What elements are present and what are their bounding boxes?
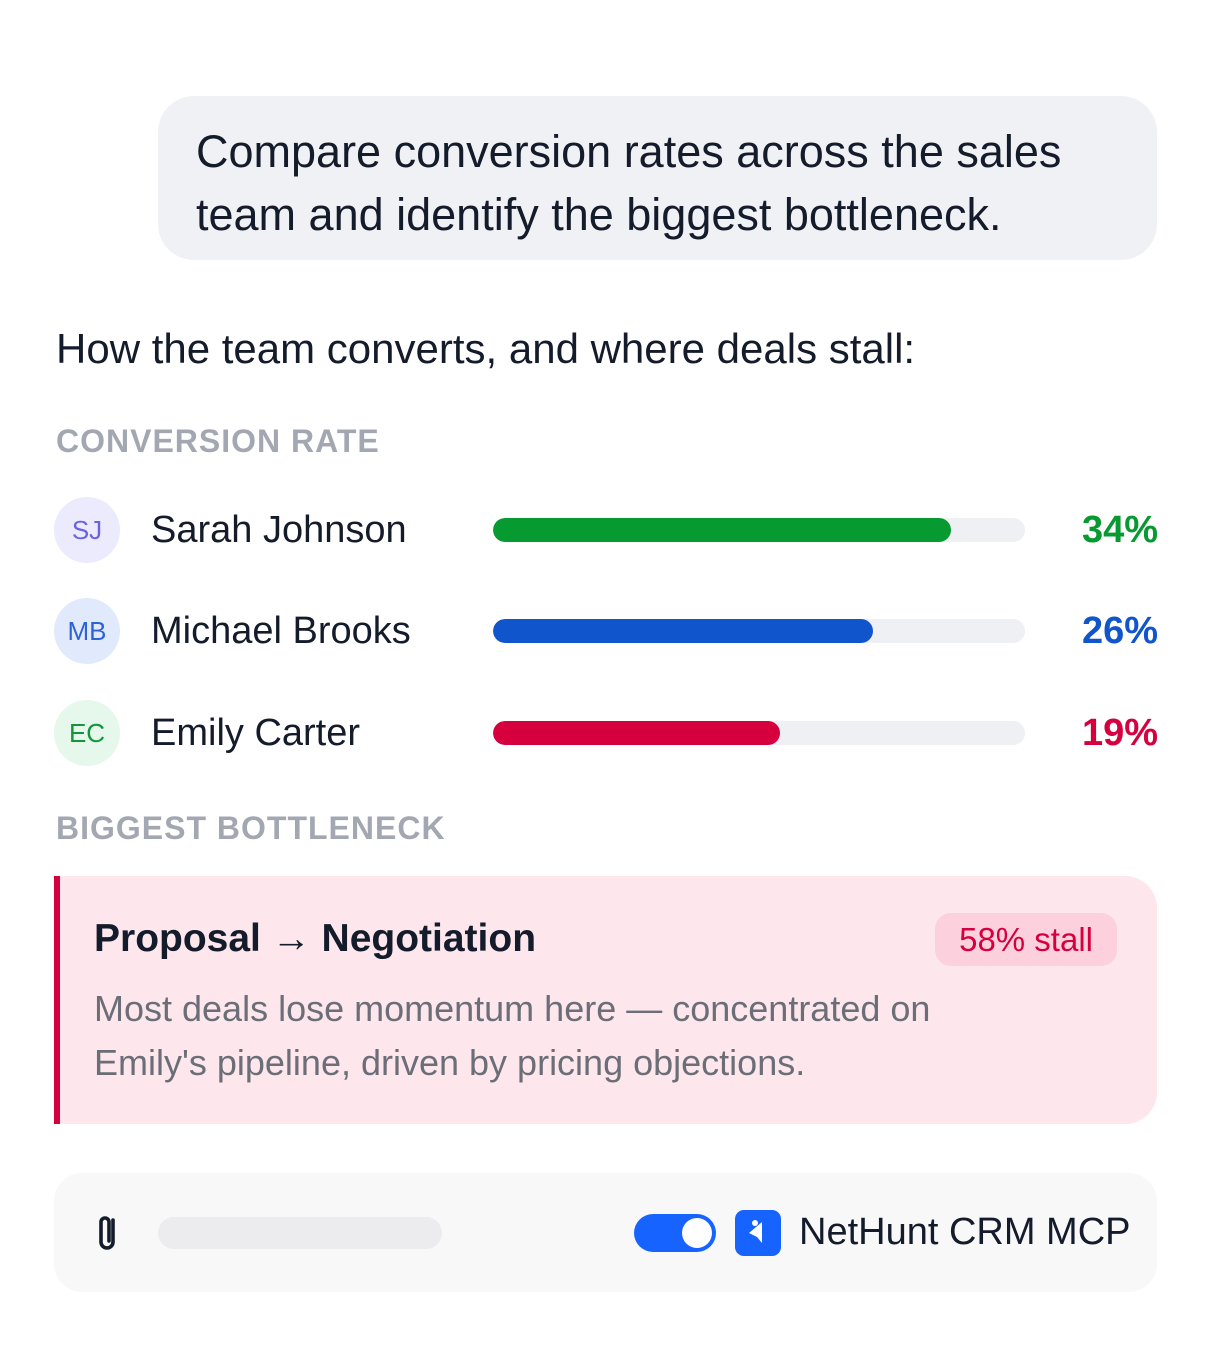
rep-row-michael-brooks: MB Michael Brooks 26% [54, 598, 1158, 664]
stall-badge: 58% stall [935, 913, 1117, 966]
avatar: EC [54, 700, 120, 766]
conversion-value: 26% [1081, 610, 1158, 652]
conversion-bar-fill [493, 619, 873, 643]
avatar: MB [54, 598, 120, 664]
conversion-rate-heading: CONVERSION RATE [56, 423, 380, 459]
bottleneck-description-line-1: Most deals lose momentum here — concentr… [94, 988, 931, 1029]
conversion-value: 34% [1081, 509, 1158, 551]
rep-row-sarah-johnson: SJ Sarah Johnson 34% [54, 497, 1158, 563]
conversion-bar-fill [493, 721, 781, 745]
conversion-bar-track [493, 518, 1025, 542]
bottleneck-description: Most deals lose momentum here — concentr… [94, 982, 1094, 1090]
response-intro: How the team converts, and where deals s… [56, 325, 916, 372]
bottleneck-heading: BIGGEST BOTTLENECK [56, 810, 446, 846]
bottleneck-card: Proposal → Negotiation 58% stall Most de… [54, 876, 1157, 1124]
message-composer: NetHunt CRM MCP [54, 1173, 1157, 1292]
paperclip-icon[interactable] [92, 1211, 126, 1255]
rep-name: Michael Brooks [151, 610, 411, 652]
avatar: SJ [54, 497, 120, 563]
rep-row-emily-carter: EC Emily Carter 19% [54, 700, 1158, 766]
conversion-bar-track [493, 721, 1025, 745]
conversion-bar-track [493, 619, 1025, 643]
mcp-connector-name: NetHunt CRM MCP [799, 1211, 1131, 1253]
message-input-placeholder[interactable] [158, 1217, 442, 1249]
conversion-bar-fill [493, 518, 951, 542]
user-message-line-2: team and identify the biggest bottleneck… [196, 189, 1002, 240]
nethunt-logo-icon [735, 1210, 781, 1256]
mcp-connector-toggle[interactable] [634, 1214, 716, 1252]
conversion-value: 19% [1081, 712, 1158, 754]
user-message-bubble: Compare conversion rates across the sale… [158, 96, 1157, 260]
toggle-knob [682, 1218, 712, 1248]
user-message-line-1: Compare conversion rates across the sale… [196, 126, 1062, 177]
rep-name: Sarah Johnson [151, 509, 407, 551]
bottleneck-stage-title: Proposal → Negotiation [94, 917, 537, 960]
bottleneck-description-line-2: Emily's pipeline, driven by pricing obje… [94, 1042, 806, 1083]
rep-name: Emily Carter [151, 712, 361, 754]
